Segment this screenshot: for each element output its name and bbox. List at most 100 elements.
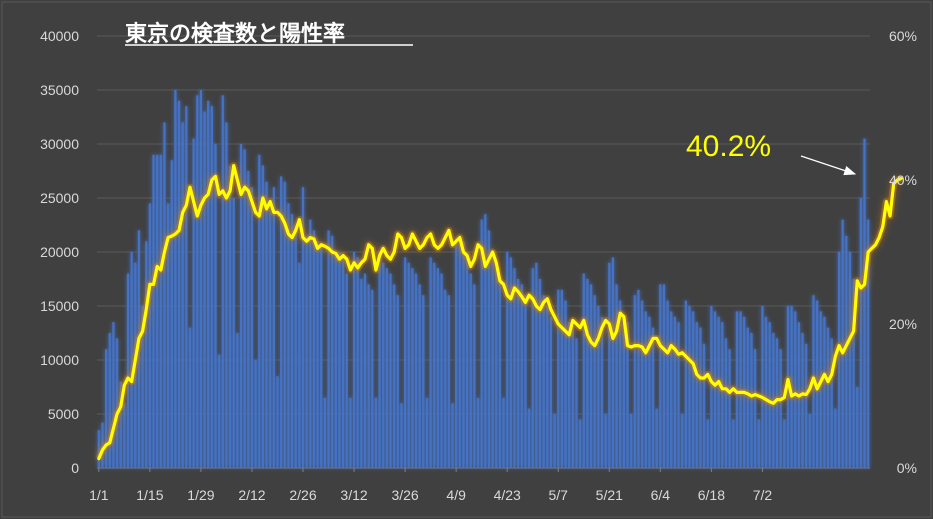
bar: [622, 316, 626, 468]
bar: [269, 203, 272, 468]
bar: [228, 165, 232, 468]
bar: [856, 387, 859, 468]
bar: [261, 165, 265, 468]
y-left-tick-label: 30000: [40, 136, 79, 152]
y-axis-left: 0 5000 10000 15000 20000 25000 30000 35000 40000: [40, 28, 79, 476]
bar: [305, 235, 308, 468]
bar: [608, 262, 611, 468]
bar: [214, 144, 217, 468]
callout-label: 40.2%: [686, 130, 771, 163]
bar: [265, 181, 268, 469]
bar: [414, 273, 418, 468]
bar: [389, 273, 392, 468]
bar: [848, 252, 852, 468]
bar: [571, 327, 574, 468]
bar: [141, 306, 144, 468]
bar: [188, 327, 192, 468]
bar: [578, 419, 582, 468]
line-series: [97, 164, 903, 461]
y-left-tick-label: 40000: [40, 28, 79, 44]
bar: [210, 106, 213, 468]
y-right-tick-label: 40%: [889, 172, 917, 188]
bar: [710, 306, 713, 468]
bar: [480, 219, 483, 468]
bar: [808, 414, 811, 468]
bar: [863, 138, 866, 468]
bar: [407, 262, 410, 468]
bar: [371, 289, 374, 468]
bar: [276, 376, 279, 468]
bar: [221, 95, 224, 469]
bar: [108, 333, 111, 468]
bar: [750, 333, 753, 468]
y-left-tick-label: 25000: [40, 190, 79, 206]
bar: [670, 311, 673, 468]
bar: [385, 268, 388, 468]
bar: [473, 284, 476, 468]
bar: [156, 154, 159, 469]
bar: [517, 279, 520, 468]
bar: [323, 397, 327, 468]
bar: [341, 257, 345, 468]
bar: [637, 289, 640, 468]
bar: [320, 246, 323, 468]
bar: [166, 203, 170, 468]
bar: [334, 252, 337, 468]
bar: [520, 284, 523, 468]
positivity-line: [97, 164, 903, 461]
bar: [575, 338, 578, 468]
bar: [564, 300, 567, 468]
bar: [604, 414, 607, 468]
bar: [837, 252, 841, 468]
bar: [867, 219, 870, 468]
bar: [651, 327, 655, 468]
bar: [349, 397, 352, 468]
bar: [695, 322, 698, 468]
bar: [801, 333, 804, 468]
bar: [662, 284, 666, 468]
bar: [104, 349, 108, 468]
bar: [199, 90, 203, 468]
bar: [115, 338, 119, 468]
bar: [491, 252, 494, 468]
bar: [393, 284, 396, 468]
bar: [761, 306, 764, 468]
bar: [451, 403, 454, 468]
bar: [356, 257, 359, 468]
y-left-tick-label: 35000: [40, 82, 79, 98]
bar: [455, 241, 458, 468]
bar: [309, 219, 312, 468]
bar: [826, 327, 830, 468]
bar: [250, 187, 254, 468]
bar: [458, 235, 461, 468]
bar: [640, 300, 644, 468]
bar: [721, 322, 724, 468]
bar: [794, 311, 797, 468]
bar: [363, 273, 367, 468]
bar: [225, 122, 228, 469]
bar: [338, 252, 341, 468]
bar: [644, 311, 647, 468]
bar: [531, 268, 534, 468]
bar: [633, 295, 636, 468]
bar: [462, 241, 465, 468]
bar: [243, 149, 246, 468]
bar: [177, 100, 181, 469]
bar: [374, 397, 378, 468]
bar: [589, 284, 593, 468]
x-tick-label: 5/21: [596, 487, 623, 503]
bar: [287, 203, 290, 468]
bar: [185, 106, 188, 468]
bar: [312, 230, 316, 468]
bar: [823, 316, 826, 468]
bar: [360, 279, 363, 468]
bar: [732, 419, 735, 468]
bar: [724, 338, 728, 468]
bar: [557, 289, 560, 468]
bar: [648, 316, 651, 468]
bar: [506, 252, 509, 468]
bar: [145, 241, 148, 468]
bar: [805, 343, 808, 468]
bar: [757, 419, 760, 468]
